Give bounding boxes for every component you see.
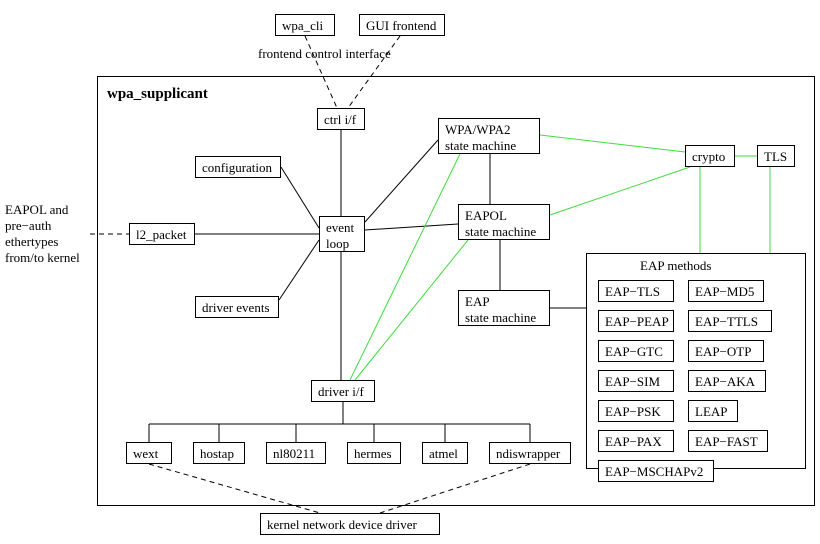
- eap-otp-node: EAP−OTP: [688, 340, 764, 362]
- eap-methods-title-label: EAP methods: [640, 258, 711, 274]
- eap-gtc-node: EAP−GTC: [598, 340, 674, 362]
- eap-fast-node: EAP−FAST: [688, 430, 768, 452]
- eap-peap-node: EAP−PEAP: [598, 310, 674, 332]
- configuration-node: configuration: [195, 156, 281, 178]
- tls-node: TLS: [757, 145, 795, 167]
- ctrl-if-node: ctrl i/f: [317, 108, 365, 130]
- gui-frontend-node: GUI frontend: [359, 14, 445, 36]
- nl80211-node: nl80211: [266, 442, 326, 464]
- wpa-supplicant-title: wpa_supplicant: [107, 86, 208, 103]
- eap-aka-node: EAP−AKA: [688, 370, 766, 392]
- frontend-ctrl-label: frontend control interface: [258, 46, 391, 62]
- eap-psk-node: EAP−PSK: [598, 400, 674, 422]
- event-loop-node: event loop: [319, 216, 365, 252]
- crypto-node: crypto: [685, 145, 735, 167]
- wext-node: wext: [126, 442, 172, 464]
- ndiswrapper-node: ndiswrapper: [489, 442, 571, 464]
- eap-md5-node: EAP−MD5: [688, 280, 764, 302]
- eap-mschapv2-node: EAP−MSCHAPv2: [598, 460, 714, 482]
- eapol-preauth-label: EAPOL and pre−auth ethertypes from/to ke…: [5, 202, 80, 266]
- hostap-node: hostap: [193, 442, 245, 464]
- l2-packet-node: l2_packet: [129, 223, 195, 245]
- kernel-driver-node: kernel network device driver: [260, 513, 440, 535]
- driver-events-node: driver events: [195, 296, 279, 318]
- eap-pax-node: EAP−PAX: [598, 430, 674, 452]
- hermes-node: hermes: [347, 442, 401, 464]
- eapol-sm-node: EAPOL state machine: [458, 204, 550, 240]
- eap-ttls-node: EAP−TTLS: [688, 310, 772, 332]
- leap-node: LEAP: [688, 400, 738, 422]
- eap-sm-node: EAP state machine: [458, 290, 550, 326]
- driver-if-node: driver i/f: [311, 380, 375, 402]
- wpa-sm-node: WPA/WPA2 state machine: [438, 118, 540, 154]
- eap-sim-node: EAP−SIM: [598, 370, 674, 392]
- atmel-node: atmel: [422, 442, 468, 464]
- wpa-cli-node: wpa_cli: [275, 14, 335, 36]
- eap-tls-node: EAP−TLS: [598, 280, 674, 302]
